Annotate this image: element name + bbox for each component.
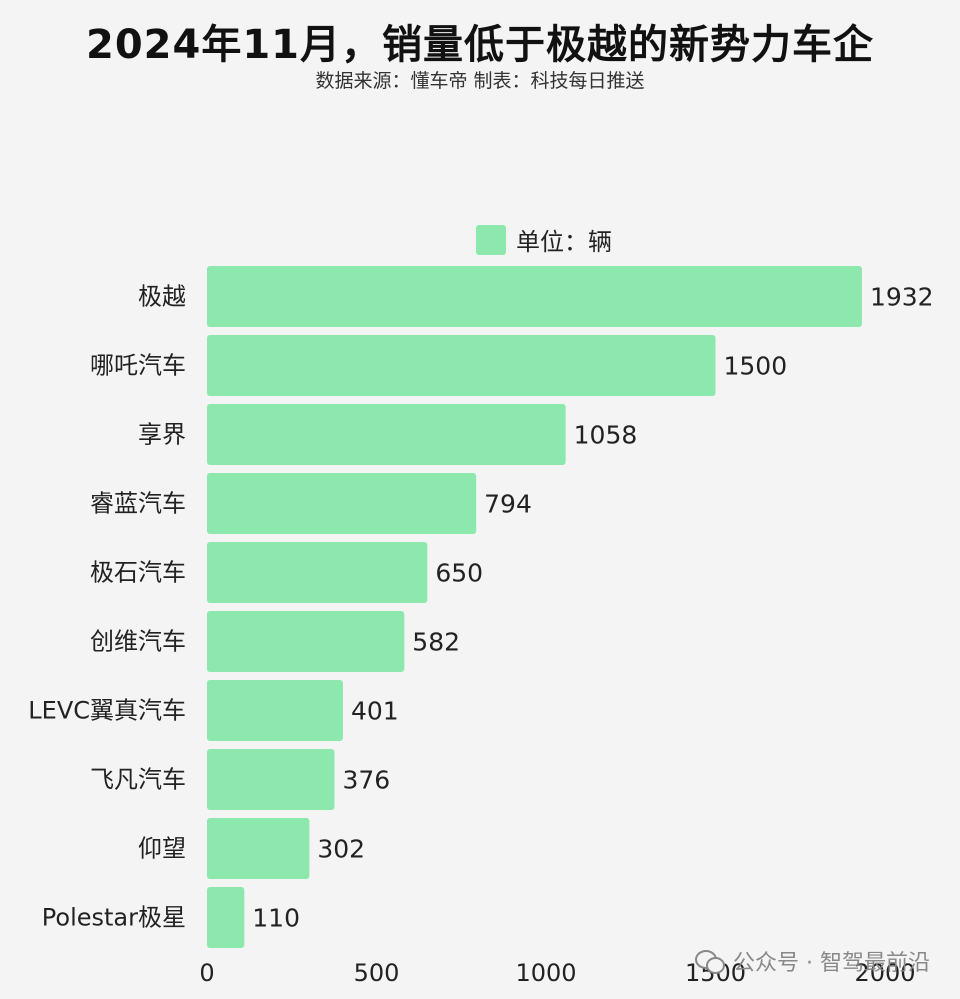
x-tick-label: 2000 (854, 959, 915, 987)
x-tick-label: 500 (354, 959, 400, 987)
data-label: 1932 (870, 283, 934, 312)
bar (207, 473, 477, 534)
bar (207, 887, 245, 948)
bar (207, 680, 343, 741)
chart-title: 2024年11月，销量低于极越的新势力车企 (86, 22, 874, 68)
watermark: 公众号 · 智驾最前沿 (695, 945, 930, 977)
data-label: 401 (351, 697, 399, 726)
category-label: 哪吒汽车 (90, 352, 186, 380)
data-label: 1500 (724, 352, 788, 381)
bar (207, 404, 566, 465)
legend: 单位：辆 (476, 222, 612, 257)
category-label: 极越 (138, 283, 186, 311)
x-tick-label: 0 (199, 959, 214, 987)
bar (207, 818, 310, 879)
category-label: 极石汽车 (90, 559, 186, 587)
category-label: 飞凡汽车 (90, 766, 186, 794)
bar (207, 542, 428, 603)
category-label: 享界 (138, 421, 186, 449)
category-label: 创维汽车 (90, 628, 186, 656)
wechat-icon (695, 948, 726, 974)
chart-subtitle: 数据来源：懂车帝 制表：科技每日推送 (315, 70, 645, 92)
category-label: Polestar极星 (42, 904, 186, 932)
data-label: 794 (484, 490, 532, 519)
data-label: 582 (412, 628, 460, 657)
legend-swatch (476, 224, 506, 255)
category-label: 仰望 (138, 835, 186, 863)
data-label: 376 (342, 766, 390, 795)
data-label: 302 (317, 835, 365, 864)
bar (207, 335, 716, 396)
bar (207, 611, 405, 672)
data-label: 1058 (574, 421, 638, 450)
bar (207, 749, 335, 810)
x-tick-label: 1000 (515, 959, 576, 987)
legend-label: 单位：辆 (516, 228, 612, 256)
bar (207, 266, 862, 327)
data-label: 110 (252, 904, 300, 933)
watermark-text: 公众号 · 智驾最前沿 (733, 951, 930, 976)
data-label: 650 (435, 559, 483, 588)
category-label: LEVC翼真汽车 (28, 697, 186, 725)
category-label: 睿蓝汽车 (90, 490, 186, 518)
